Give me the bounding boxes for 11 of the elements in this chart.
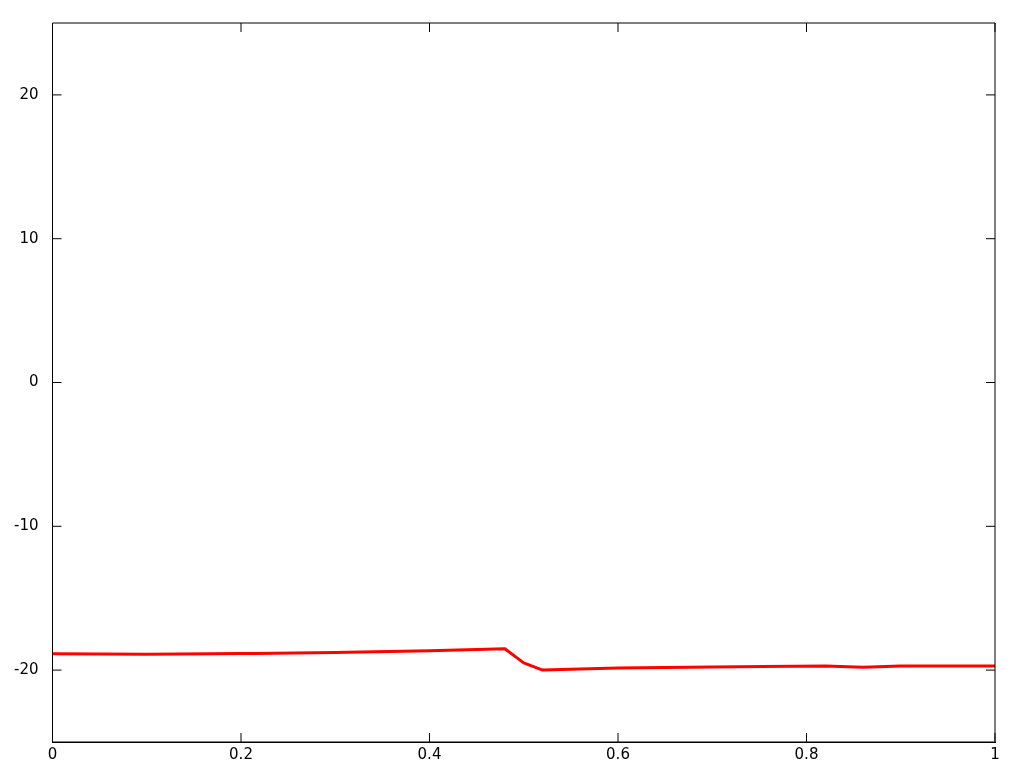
x-tick-label: 0 [47,744,58,763]
y-tick-label: -20 [14,659,39,678]
x-tick-label: 1 [990,744,1000,763]
y-tick-label: -10 [14,516,39,535]
y-tick-label: 0 [28,372,39,391]
x-tick-label: 0.2 [229,744,253,763]
x-tick-label: 0.6 [606,744,630,763]
x-tick-label: 0.8 [794,744,819,763]
x-tick-label: 0.4 [417,744,442,763]
y-tick-label: 20 [19,84,39,103]
y-tick-label: 10 [19,228,39,247]
